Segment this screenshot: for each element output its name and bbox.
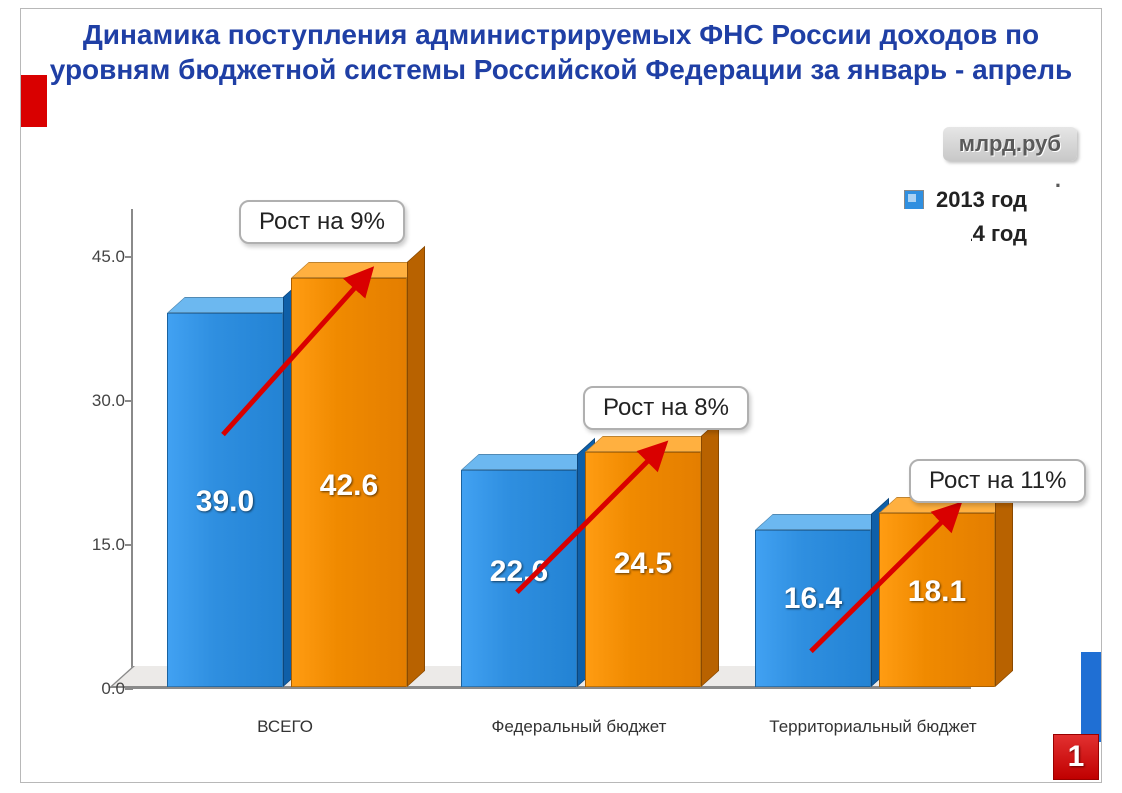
growth-arrow [497, 424, 685, 612]
unit-badge: млрд.руб [943, 127, 1077, 161]
x-category-label: ВСЕГО [165, 717, 405, 737]
y-tick-label: 45.0 [71, 247, 125, 267]
growth-arrow [203, 250, 391, 455]
bar-2014-g0-side [407, 246, 425, 687]
x-category-label: Территориальный бюджет [753, 717, 993, 737]
bar-2014-g1-side [701, 420, 719, 687]
growth-callout: Рост на 11% [909, 459, 1086, 503]
y-tick-label: 30.0 [71, 391, 125, 411]
slide-frame: Динамика поступления администрируемых ФН… [20, 8, 1102, 783]
bar-2014-g2-side [995, 481, 1013, 687]
y-tick-mark [125, 544, 133, 546]
page-number-badge: 1 [1053, 734, 1099, 780]
y-tick-mark [125, 688, 133, 690]
chart-title: Динамика поступления администрируемых ФН… [41, 17, 1081, 87]
unit-dot: . [1055, 167, 1061, 193]
x-category-label: Федеральный бюджет [459, 717, 699, 737]
bar-2014-g0-value: 42.6 [291, 469, 407, 503]
y-tick-mark [125, 256, 133, 258]
bar-2013-g0-value: 39.0 [167, 485, 283, 519]
y-tick-label: 15.0 [71, 535, 125, 555]
legend-swatch-2013 [904, 190, 924, 210]
growth-callout: Рост на 8% [583, 386, 749, 430]
decor-blue-tab [1081, 652, 1101, 742]
growth-arrow [791, 485, 979, 671]
y-tick-label: 0.0 [71, 679, 125, 699]
y-tick-mark [125, 400, 133, 402]
growth-callout: Рост на 9% [239, 200, 405, 244]
